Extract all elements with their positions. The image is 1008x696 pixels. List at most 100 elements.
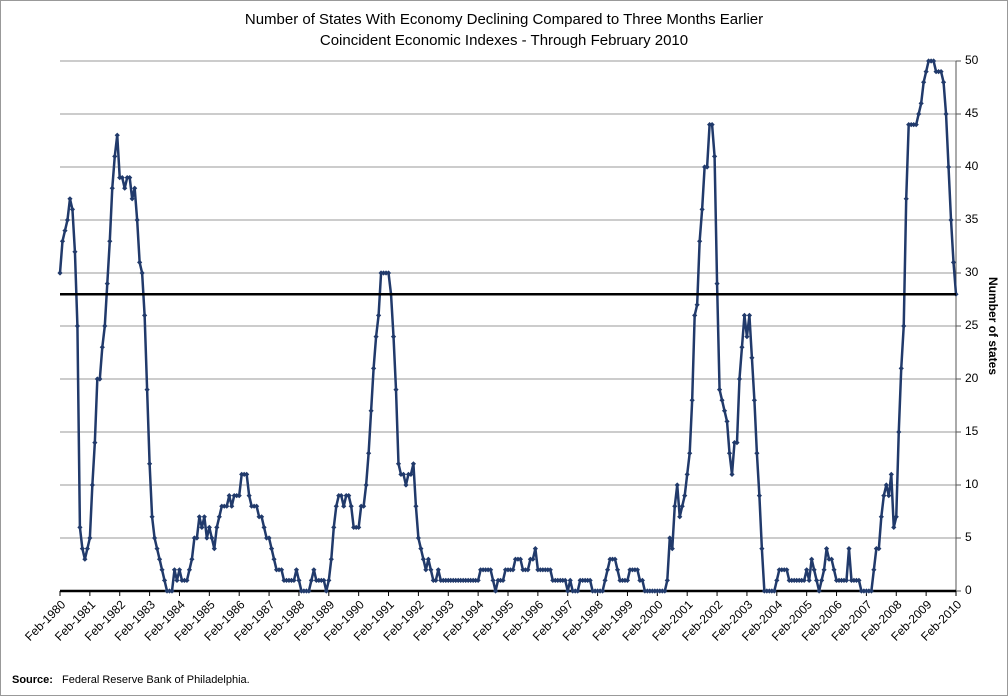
data-point [107, 238, 113, 244]
data-point [89, 482, 95, 488]
data-point [348, 503, 354, 509]
data-point [846, 546, 852, 552]
data-point [891, 524, 897, 530]
data-point [209, 535, 215, 541]
data-point [159, 567, 165, 573]
data-point [898, 365, 904, 371]
data-point [931, 58, 937, 64]
data-point [814, 577, 820, 583]
data-point [726, 450, 733, 456]
data-point [828, 556, 835, 562]
data-point [587, 577, 593, 583]
data-point [729, 471, 735, 477]
data-point [425, 556, 431, 562]
data-point [408, 471, 414, 477]
data-point [435, 567, 441, 573]
data-point [142, 312, 148, 318]
data-point [122, 185, 128, 191]
data-point [72, 249, 78, 255]
data-point [921, 79, 927, 85]
data-point [565, 588, 571, 594]
data-point [719, 397, 725, 403]
data-point [99, 344, 105, 350]
data-point [214, 524, 220, 530]
data-point [819, 577, 825, 583]
data-point [77, 524, 83, 530]
data-point [604, 567, 611, 573]
data-point [333, 503, 339, 509]
data-point [724, 418, 730, 424]
data-point [938, 69, 944, 75]
data-point [674, 482, 680, 488]
data-point [677, 514, 683, 520]
data-point [510, 567, 516, 573]
data-point [871, 567, 877, 573]
data-point [433, 577, 439, 583]
data-point [868, 588, 874, 594]
data-point [759, 546, 765, 552]
data-point [943, 111, 949, 117]
data-point [940, 79, 947, 85]
data-point [692, 312, 698, 318]
data-point [751, 397, 757, 403]
data-point [127, 175, 133, 181]
data-point [746, 312, 753, 318]
data-point [338, 493, 344, 499]
data-point [366, 450, 372, 456]
data-point [575, 588, 581, 594]
data-point [689, 397, 695, 403]
data-point [87, 535, 93, 541]
data-point [736, 376, 743, 382]
data-point [634, 567, 641, 573]
data-point [806, 577, 812, 583]
data-point [67, 196, 73, 202]
data-point [57, 270, 63, 276]
data-point [331, 524, 337, 530]
data-point [59, 238, 66, 244]
data-point [687, 450, 693, 456]
data-point [811, 567, 817, 573]
data-point [229, 503, 235, 509]
data-point [487, 567, 494, 573]
data-point [821, 567, 827, 573]
data-point [704, 164, 710, 170]
data-point [119, 175, 125, 181]
data-point [189, 556, 195, 562]
data-point [532, 546, 538, 552]
y-tick-label: 5 [965, 530, 972, 544]
data-point [266, 535, 272, 541]
data-point [916, 111, 922, 117]
data-point [876, 546, 882, 552]
data-point [144, 387, 150, 393]
data-point [371, 365, 377, 371]
data-point [147, 461, 153, 467]
data-point [259, 514, 265, 520]
data-point [112, 153, 118, 159]
data-point [896, 429, 902, 435]
data-point [893, 514, 899, 520]
data-point [363, 482, 369, 488]
data-point [184, 577, 190, 583]
data-point [913, 122, 919, 128]
data-point [420, 556, 426, 562]
data-point [132, 185, 138, 191]
data-point [739, 344, 745, 350]
data-point [562, 577, 568, 583]
y-tick-label: 15 [965, 424, 979, 438]
data-point [149, 514, 155, 520]
data-point [721, 408, 728, 414]
data-point [293, 567, 300, 573]
data-point [816, 588, 822, 594]
data-point [254, 503, 260, 509]
data-point [667, 535, 673, 541]
data-point [711, 153, 718, 159]
data-point [102, 323, 108, 329]
data-point [694, 302, 700, 308]
data-point [201, 514, 207, 520]
data-point [823, 546, 830, 552]
data-point [669, 546, 675, 552]
data-point [418, 546, 424, 552]
chart-title: Number of States With Economy Declining … [245, 11, 763, 28]
y-tick-label: 25 [965, 318, 979, 332]
